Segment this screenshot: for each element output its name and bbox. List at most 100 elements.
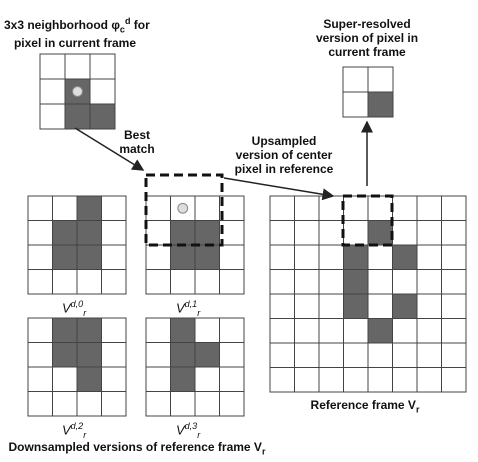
filled-cell: [170, 244, 196, 270]
empty-cell: [294, 195, 320, 221]
empty-cell: [52, 269, 78, 295]
empty-cell: [441, 244, 467, 270]
empty-cell: [145, 391, 171, 417]
super-resolved-label: Super-resolved version of pixel in curre…: [316, 17, 419, 59]
empty-cell: [367, 293, 393, 319]
empty-cell: [342, 66, 369, 93]
empty-cell: [318, 342, 344, 368]
empty-cell: [318, 318, 344, 344]
empty-cell: [219, 244, 245, 270]
empty-cell: [219, 317, 245, 343]
empty-cell: [145, 244, 171, 270]
filled-cell: [76, 366, 102, 392]
filled-cell: [170, 317, 196, 343]
empty-cell: [27, 391, 53, 417]
filled-cell: [52, 342, 78, 368]
filled-cell: [76, 317, 102, 343]
empty-cell: [219, 269, 245, 295]
empty-cell: [318, 220, 344, 246]
center-pixel-marker: [177, 202, 189, 214]
empty-cell: [367, 269, 393, 295]
best-match-label: Best match: [119, 128, 155, 156]
empty-cell: [76, 269, 102, 295]
sublabel-vd1: Vd,1r: [176, 299, 201, 318]
empty-cell: [269, 244, 295, 270]
filled-cell: [64, 103, 91, 130]
downsampled-grid-1: [145, 195, 245, 295]
reference-frame-grid: [269, 195, 467, 393]
neighborhood-label: 3x3 neighborhood φcd for pixel in curren…: [4, 16, 150, 51]
empty-cell: [145, 195, 171, 221]
empty-cell: [39, 78, 66, 105]
empty-cell: [269, 195, 295, 221]
empty-cell: [269, 220, 295, 246]
empty-cell: [294, 293, 320, 319]
empty-cell: [101, 391, 127, 417]
empty-cell: [318, 293, 344, 319]
empty-cell: [76, 391, 102, 417]
empty-cell: [101, 195, 127, 221]
empty-cell: [441, 367, 467, 393]
empty-cell: [343, 367, 369, 393]
filled-cell: [194, 244, 220, 270]
empty-cell: [318, 195, 344, 221]
downsampled-label: Downsampled versions of reference frame …: [8, 440, 266, 457]
filled-cell: [170, 220, 196, 246]
empty-cell: [416, 269, 442, 295]
empty-cell: [52, 366, 78, 392]
filled-cell: [170, 366, 196, 392]
empty-cell: [39, 103, 66, 130]
empty-cell: [194, 195, 220, 221]
best-match-box: [144, 173, 224, 247]
empty-cell: [367, 66, 394, 93]
upsampled-arrow: [223, 177, 335, 201]
filled-cell: [194, 220, 220, 246]
empty-cell: [89, 78, 116, 105]
empty-cell: [194, 317, 220, 343]
empty-cell: [64, 53, 91, 80]
empty-cell: [294, 318, 320, 344]
empty-cell: [27, 220, 53, 246]
sublabel-vd3: Vd,3r: [176, 421, 201, 440]
empty-cell: [416, 244, 442, 270]
empty-cell: [269, 342, 295, 368]
empty-cell: [101, 244, 127, 270]
empty-cell: [392, 318, 418, 344]
empty-cell: [27, 195, 53, 221]
empty-cell: [343, 195, 369, 221]
empty-cell: [27, 366, 53, 392]
super-resolved-grid: [342, 66, 394, 118]
downsampled-grid-3: [145, 317, 245, 417]
empty-cell: [269, 269, 295, 295]
empty-cell: [441, 269, 467, 295]
empty-cell: [392, 195, 418, 221]
empty-cell: [27, 317, 53, 343]
empty-cell: [416, 293, 442, 319]
empty-cell: [27, 244, 53, 270]
filled-cell: [367, 91, 394, 118]
empty-cell: [145, 342, 171, 368]
empty-cell: [367, 342, 393, 368]
empty-cell: [269, 367, 295, 393]
downsampled-grid-2: [27, 317, 127, 417]
empty-cell: [367, 367, 393, 393]
filled-cell: [367, 318, 393, 344]
filled-cell: [52, 244, 78, 270]
empty-cell: [27, 342, 53, 368]
empty-cell: [294, 220, 320, 246]
empty-cell: [441, 220, 467, 246]
empty-cell: [101, 269, 127, 295]
empty-cell: [392, 269, 418, 295]
empty-cell: [52, 195, 78, 221]
sublabel-vd0: Vd,0r: [62, 299, 87, 318]
empty-cell: [145, 220, 171, 246]
empty-cell: [318, 269, 344, 295]
empty-cell: [101, 220, 127, 246]
empty-cell: [343, 342, 369, 368]
empty-cell: [145, 366, 171, 392]
filled-cell: [76, 195, 102, 221]
filled-cell: [367, 220, 393, 246]
empty-cell: [294, 269, 320, 295]
empty-cell: [441, 318, 467, 344]
